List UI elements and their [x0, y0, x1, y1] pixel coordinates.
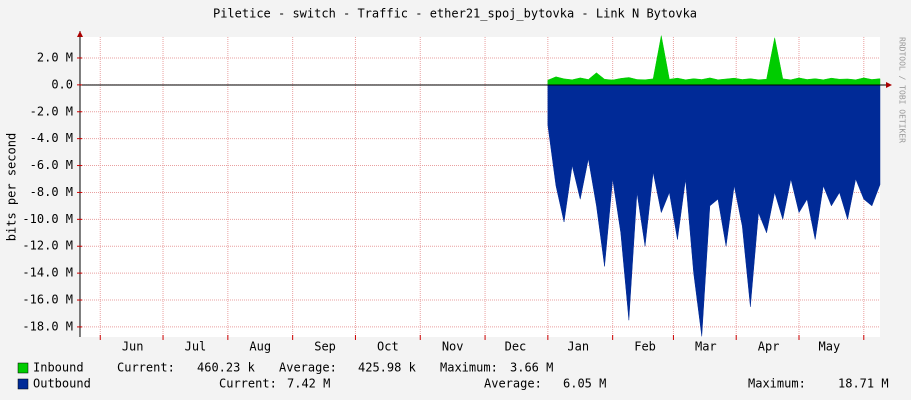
legend-swatch: [17, 362, 29, 374]
legend-swatch: [17, 378, 29, 390]
x-tick-label: Mar: [695, 340, 717, 354]
legend-stat-label: Current:: [219, 377, 277, 391]
y-tick-label: -14.0 M: [22, 266, 73, 280]
x-tick-label: Aug: [249, 340, 271, 354]
x-tick-label: Jan: [567, 340, 589, 354]
area-outbound: [547, 84, 881, 337]
x-tick-label: Nov: [442, 340, 464, 354]
x-tick-label: Jun: [122, 340, 144, 354]
y-arrow: [77, 31, 83, 37]
legend-label: Inbound: [33, 361, 84, 375]
legend-stat-value: 6.05 M: [563, 377, 606, 391]
y-tick-label: -2.0 M: [30, 104, 73, 118]
x-tick-label: Apr: [758, 340, 780, 354]
x-tick-label: Feb: [634, 340, 656, 354]
legend-stat-label: Average:: [279, 361, 337, 375]
marks: [547, 35, 881, 337]
y-axis-label: bits per second: [5, 133, 19, 241]
axes: 2.0 M 0.0 -2.0 M -4.0 M -6.0 M -8.0 M -10.0 M -…: [22, 31, 892, 354]
legend-stat-label: Average:: [484, 377, 542, 391]
x-tick-label: Dec: [505, 340, 527, 354]
y-tick-label: -4.0 M: [30, 131, 73, 145]
legend-label: Outbound: [33, 377, 91, 391]
x-tick-label: Sep: [314, 340, 336, 354]
y-tick-label: -6.0 M: [30, 158, 73, 172]
y-tick-label: -18.0 M: [22, 319, 73, 333]
legend-stat-value: 460.23 k: [197, 361, 256, 375]
x-tick-label: Jul: [185, 340, 207, 354]
legend: Inbound Current: 460.23 k Average: 425.98 k M…: [17, 361, 889, 391]
legend-stat-label: Maximum:: [440, 361, 498, 375]
y-tick-label: 2.0 M: [37, 50, 73, 64]
legend-stat-label: Maximum:: [748, 377, 806, 391]
x-tick-label: May: [819, 340, 841, 354]
y-tick-label: -12.0 M: [22, 239, 73, 253]
legend-stat-label: Current:: [117, 361, 175, 375]
y-tick-label: -10.0 M: [22, 212, 73, 226]
chart-title: Piletice - switch - Traffic - ether21_sp…: [213, 7, 697, 21]
x-arrow: [886, 82, 892, 88]
y-tick-label: 0.0: [51, 77, 73, 91]
legend-stat-value: 18.71 M: [838, 377, 889, 391]
y-tick-label: -16.0 M: [22, 293, 73, 307]
y-tick-label: -8.0 M: [30, 185, 73, 199]
legend-stat-value: 3.66 M: [510, 361, 553, 375]
x-tick-label: Oct: [377, 340, 399, 354]
area-inbound: [547, 35, 881, 86]
legend-stat-value: 425.98 k: [358, 361, 417, 375]
watermark: RRDTOOL / TOBI OETIKER: [898, 37, 907, 143]
legend-stat-value: 7.42 M: [287, 377, 330, 391]
